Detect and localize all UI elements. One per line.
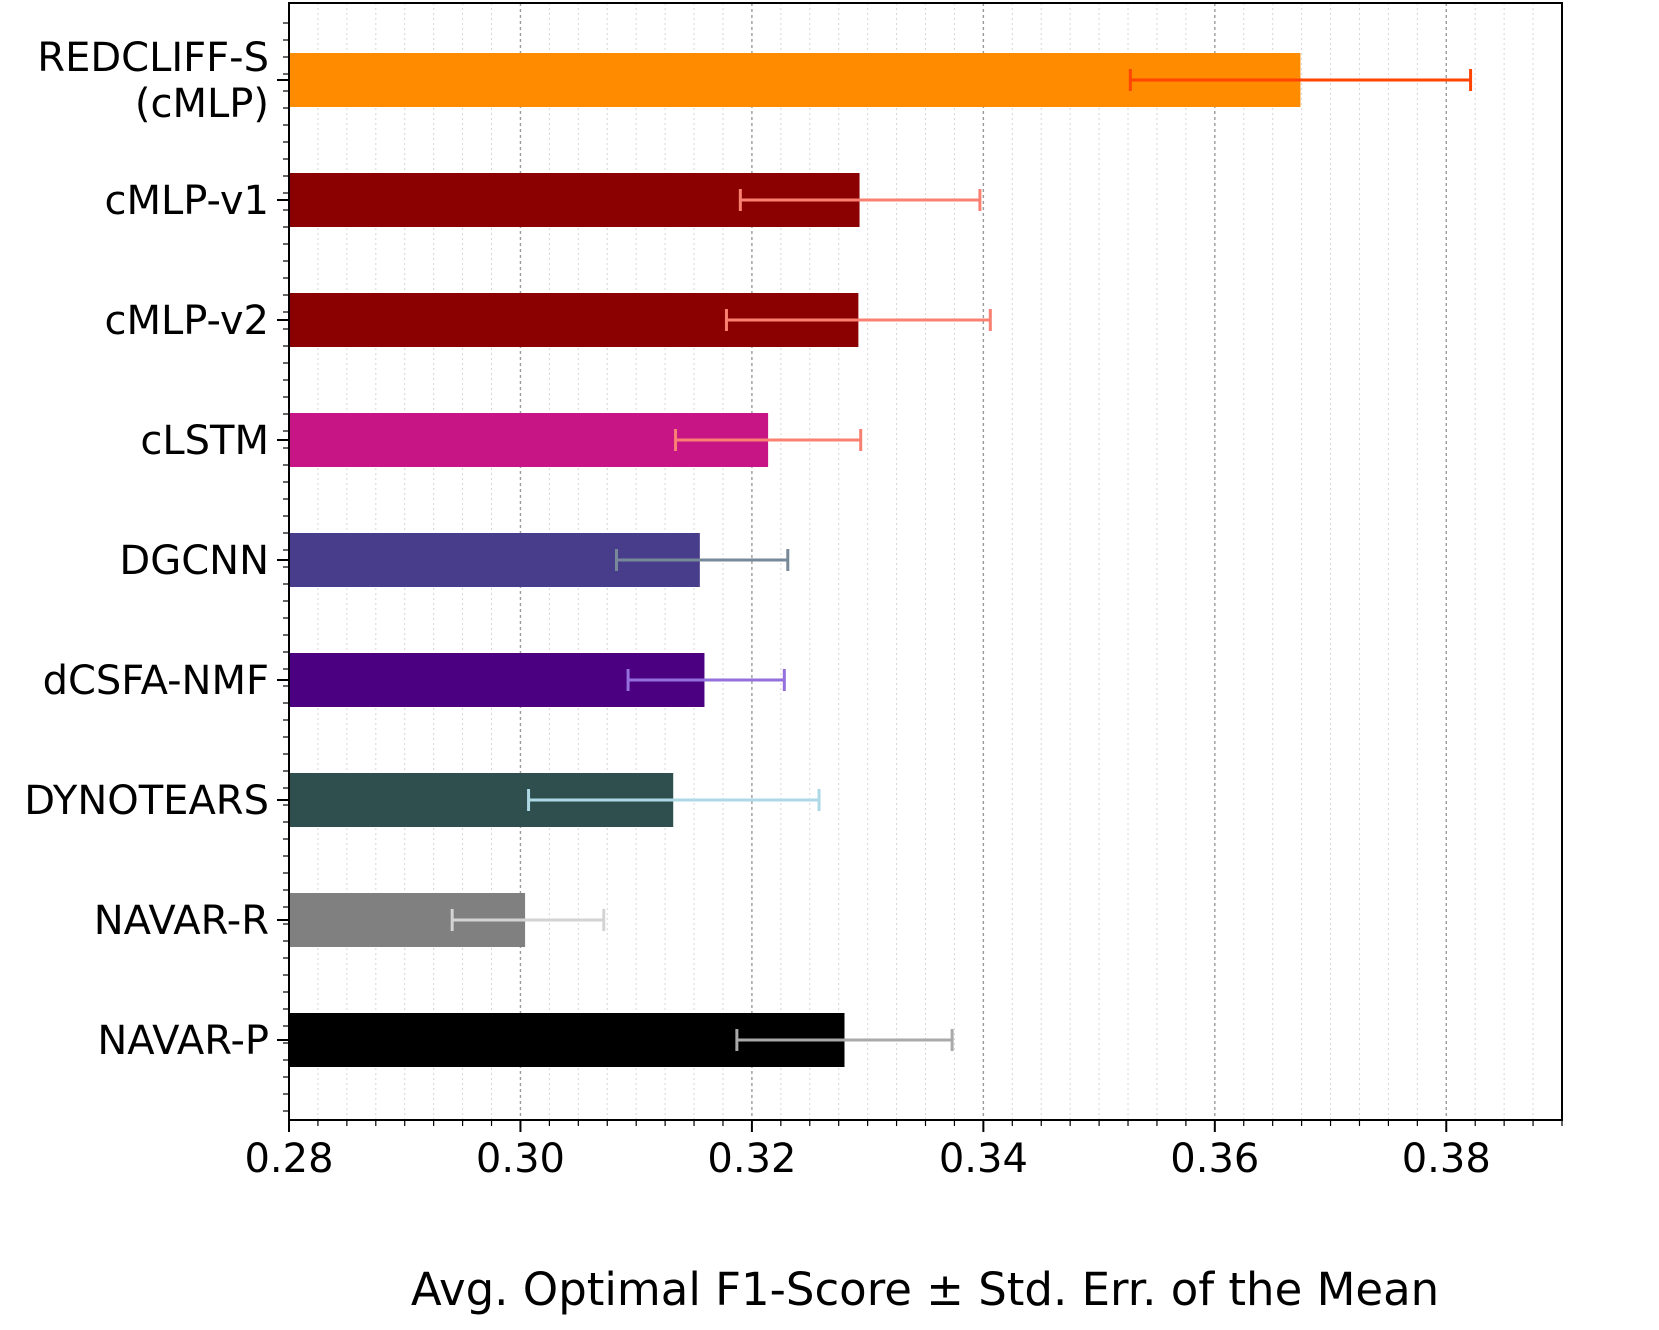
y-tick-label-line: cMLP-v1 [104, 178, 269, 224]
y-tick-label: REDCLIFF-S (cMLP) [37, 35, 269, 127]
axes [277, 2, 1563, 1132]
y-tick-label: DYNOTEARS [24, 778, 269, 824]
y-tick-label-line: (cMLP) [135, 81, 269, 127]
x-tick-label: 0.32 [707, 1136, 796, 1182]
x-tick-label: 0.28 [244, 1136, 333, 1182]
x-axis-label: Avg. Optimal F1-Score ± Std. Err. of the… [411, 1263, 1439, 1316]
bars [289, 53, 1301, 1067]
x-tick-label: 0.34 [939, 1136, 1028, 1182]
y-tick-label-line: NAVAR-P [97, 1018, 269, 1064]
x-tick-labels: 0.28 0.30 0.32 0.34 0.36 0.38 [244, 1136, 1490, 1182]
y-tick-label: DGCNN [119, 538, 269, 584]
y-tick-label-line: DGCNN [119, 538, 269, 584]
y-tick-label-line: dCSFA-NMF [43, 658, 269, 704]
x-tick-label: 0.30 [476, 1136, 565, 1182]
y-tick-label: cLSTM [140, 418, 269, 464]
y-tick-label-line: REDCLIFF-S [37, 35, 269, 81]
y-tick-labels: REDCLIFF-S (cMLP) cMLP-v1 cMLP-v2 cLSTM DGCNN… [24, 35, 269, 1064]
x-tick-label: 0.38 [1402, 1136, 1491, 1182]
plot-frame [288, 2, 1563, 1121]
y-tick-label: cMLP-v1 [104, 178, 269, 224]
y-tick-label: NAVAR-P [97, 1018, 269, 1064]
y-tick-label-line: NAVAR-R [94, 898, 269, 944]
x-tick-label: 0.36 [1170, 1136, 1259, 1182]
y-tick-label: NAVAR-R [94, 898, 269, 944]
y-tick-label: cMLP-v2 [104, 298, 269, 344]
y-tick-label-line: cLSTM [140, 418, 269, 464]
y-tick-label-line: cMLP-v2 [104, 298, 269, 344]
error-bars [450, 69, 1473, 1051]
y-tick-label: dCSFA-NMF [43, 658, 269, 704]
y-tick-label-line: DYNOTEARS [24, 778, 269, 824]
